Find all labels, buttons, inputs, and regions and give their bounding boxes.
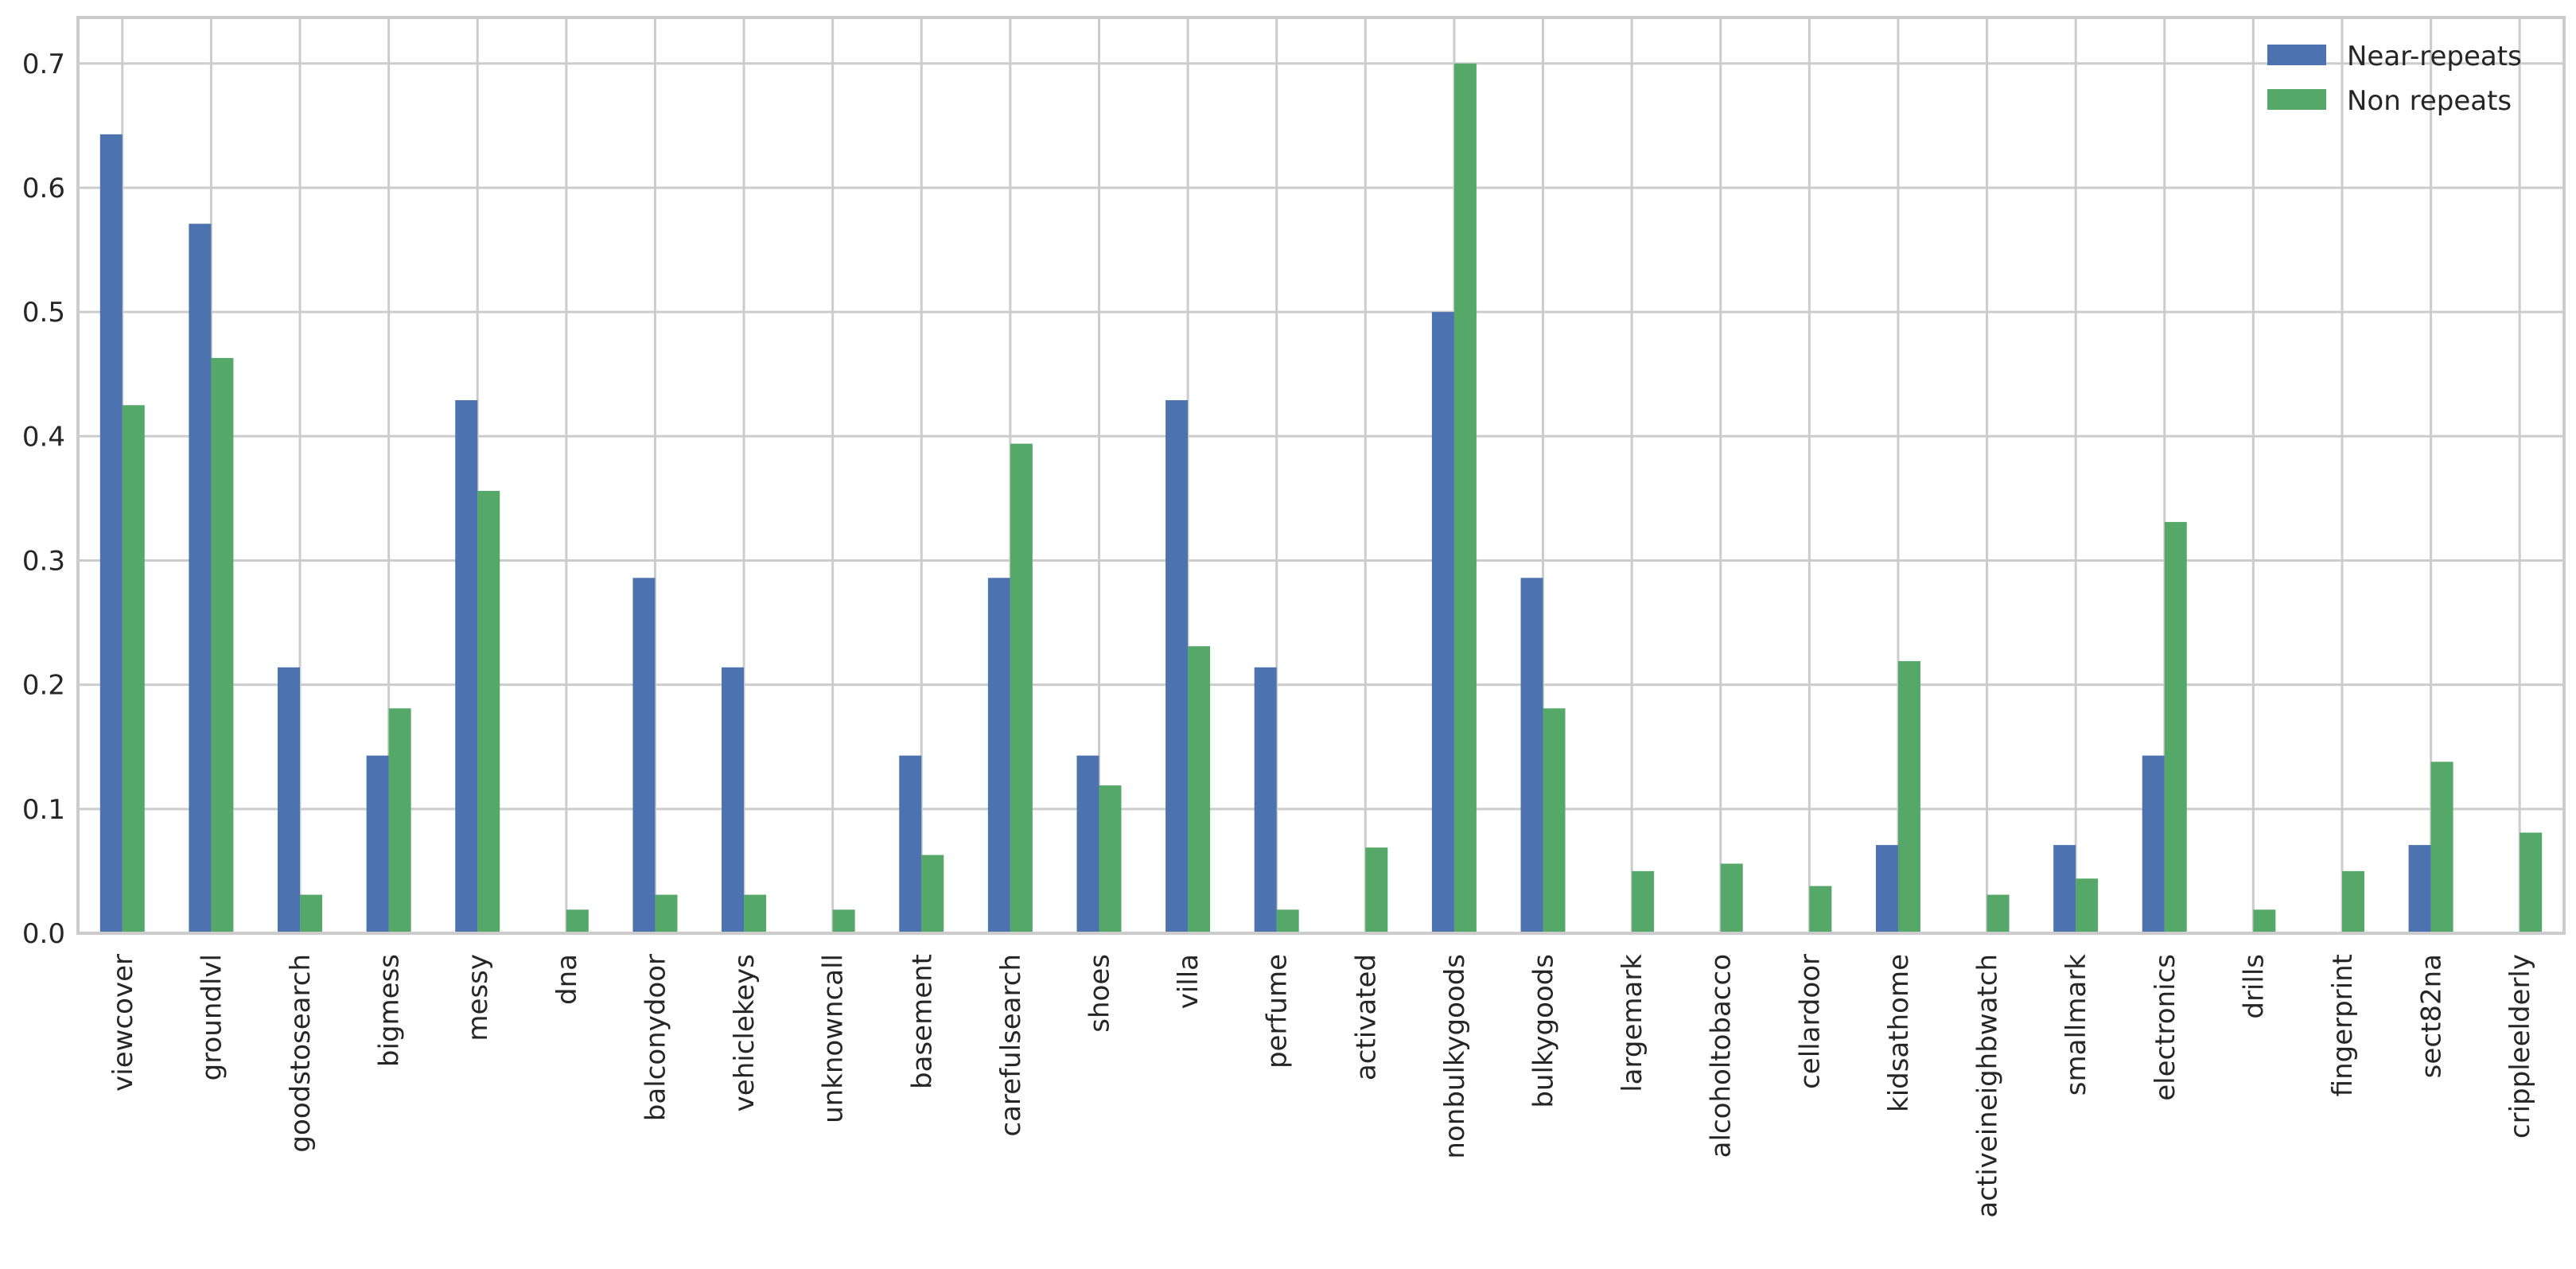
- x-tick-label: activated: [1350, 954, 1382, 1080]
- x-tick-label: fingerprint: [2327, 954, 2359, 1096]
- bar-non-repeats-sect82na: [2430, 761, 2453, 933]
- y-tick-label: 0.2: [22, 670, 65, 702]
- y-tick-label: 0.5: [22, 297, 65, 329]
- legend-swatch-near-repeats: [2267, 45, 2326, 65]
- bar-non-repeats-messy: [477, 491, 500, 933]
- x-tick-label: bigmess: [374, 954, 406, 1067]
- bar-near-repeats-kidsathome: [1875, 845, 1898, 933]
- bar-near-repeats-smallmark: [2053, 845, 2076, 933]
- bar-near-repeats-perfume: [1254, 667, 1277, 933]
- bar-near-repeats-vehiclekeys: [722, 667, 745, 933]
- bar-non-repeats-vehiclekeys: [744, 894, 767, 933]
- bar-non-repeats-cellardoor: [1809, 886, 1832, 933]
- bar-non-repeats-carefulsearch: [1010, 443, 1033, 933]
- bar-near-repeats-bigmess: [366, 755, 389, 933]
- legend-label-non-repeats: Non repeats: [2347, 85, 2512, 117]
- bar-non-repeats-nonbulkygoods: [1453, 63, 1477, 933]
- bar-near-repeats-nonbulkygoods: [1431, 312, 1454, 934]
- bar-non-repeats-bulkygoods: [1543, 708, 1566, 933]
- x-tick-label: alcoholtobacco: [1706, 954, 1737, 1158]
- legend-swatch-non-repeats: [2267, 89, 2326, 110]
- bar-non-repeats-perfume: [1276, 909, 1299, 933]
- bar-non-repeats-dna: [566, 909, 589, 933]
- x-tick-label: smallmark: [2060, 954, 2092, 1096]
- bar-non-repeats-bigmess: [388, 708, 411, 933]
- x-tick-label: basement: [906, 954, 938, 1089]
- bar-non-repeats-kidsathome: [1897, 660, 1920, 933]
- bar-non-repeats-smallmark: [2076, 878, 2099, 933]
- bar-near-repeats-basement: [899, 755, 922, 933]
- bar-non-repeats-shoes: [1099, 785, 1122, 933]
- x-tick-label: viewcover: [107, 954, 139, 1092]
- bar-non-repeats-unknowncall: [832, 909, 855, 933]
- bar-non-repeats-villa: [1188, 646, 1211, 933]
- x-tick-label: goodstosearch: [285, 954, 317, 1153]
- x-tick-label: largemark: [1617, 954, 1648, 1092]
- x-tick-label: perfume: [1262, 954, 1294, 1069]
- bar-non-repeats-largemark: [1632, 870, 1655, 933]
- bar-non-repeats-crippleelderly: [2520, 832, 2543, 933]
- bar-near-repeats-messy: [455, 400, 478, 934]
- x-tick-label: nonbulkygoods: [1439, 954, 1471, 1159]
- y-tick-label: 0.1: [22, 794, 65, 826]
- x-tick-label: unknowncall: [818, 954, 850, 1123]
- bar-near-repeats-bulkygoods: [1520, 578, 1543, 933]
- x-tick-label: activeineighbwatch: [1972, 954, 2004, 1218]
- x-tick-label: vehiclekeys: [729, 954, 761, 1111]
- x-tick-label: groundlvl: [196, 954, 228, 1080]
- bar-non-repeats-drills: [2253, 909, 2276, 933]
- bar-near-repeats-shoes: [1076, 755, 1099, 933]
- bar-non-repeats-fingerprint: [2341, 870, 2364, 933]
- y-tick-label: 0.3: [22, 545, 65, 577]
- x-tick-label: carefulsearch: [995, 954, 1027, 1137]
- x-axis-ticks: viewcover groundlvl goodstosearch bigmess me…: [107, 954, 2536, 1218]
- bar-non-repeats-goodstosearch: [300, 894, 323, 933]
- y-axis-ticks: 0.0 0.1 0.2 0.3 0.4 0.5 0.6 0.7: [22, 49, 65, 950]
- x-tick-label: dna: [551, 954, 583, 1005]
- bar-near-repeats-goodstosearch: [278, 667, 301, 933]
- x-tick-label: drills: [2238, 954, 2270, 1019]
- bar-near-repeats-electronics: [2142, 755, 2165, 933]
- plot-frame: [76, 16, 2566, 935]
- x-tick-label: villa: [1173, 954, 1204, 1009]
- x-tick-label: crippleelderly: [2504, 954, 2536, 1139]
- bar-non-repeats-electronics: [2164, 522, 2187, 933]
- legend-label-near-repeats: Near-repeats: [2347, 41, 2522, 72]
- x-tick-label: bulkygoods: [1528, 954, 1560, 1108]
- plot-area: [78, 18, 2564, 933]
- x-tick-label: electronics: [2150, 954, 2181, 1101]
- bar-near-repeats-villa: [1165, 400, 1189, 934]
- x-tick-label: messy: [462, 954, 494, 1041]
- bar-near-repeats-viewcover: [99, 134, 123, 934]
- legend: Near-repeats Non repeats: [2267, 41, 2522, 117]
- x-tick-label: shoes: [1084, 954, 1115, 1033]
- bar-near-repeats-sect82na: [2408, 845, 2431, 933]
- bar-non-repeats-alcoholtobacco: [1720, 863, 1743, 933]
- bar-non-repeats-balconydoor: [655, 894, 678, 933]
- y-tick-label: 0.6: [22, 173, 65, 204]
- bar-near-repeats-carefulsearch: [987, 578, 1010, 933]
- y-tick-label: 0.7: [22, 49, 65, 80]
- bar-near-repeats-balconydoor: [632, 578, 656, 933]
- bars: [99, 63, 2543, 934]
- y-tick-label: 0.4: [22, 421, 65, 453]
- bar-non-repeats-activated: [1365, 847, 1388, 933]
- bar-near-repeats-groundlvl: [189, 224, 212, 933]
- y-tick-label: 0.0: [22, 918, 65, 950]
- bar-non-repeats-viewcover: [122, 405, 145, 934]
- x-tick-label: sect82na: [2416, 954, 2448, 1078]
- bar-non-repeats-activeineighbwatch: [1986, 894, 2010, 933]
- bar-non-repeats-basement: [921, 854, 944, 933]
- x-tick-label: kidsathome: [1883, 954, 1915, 1112]
- bar-non-repeats-groundlvl: [211, 357, 234, 933]
- x-tick-label: balconydoor: [640, 954, 671, 1121]
- x-tick-label: cellardoor: [1794, 954, 1826, 1089]
